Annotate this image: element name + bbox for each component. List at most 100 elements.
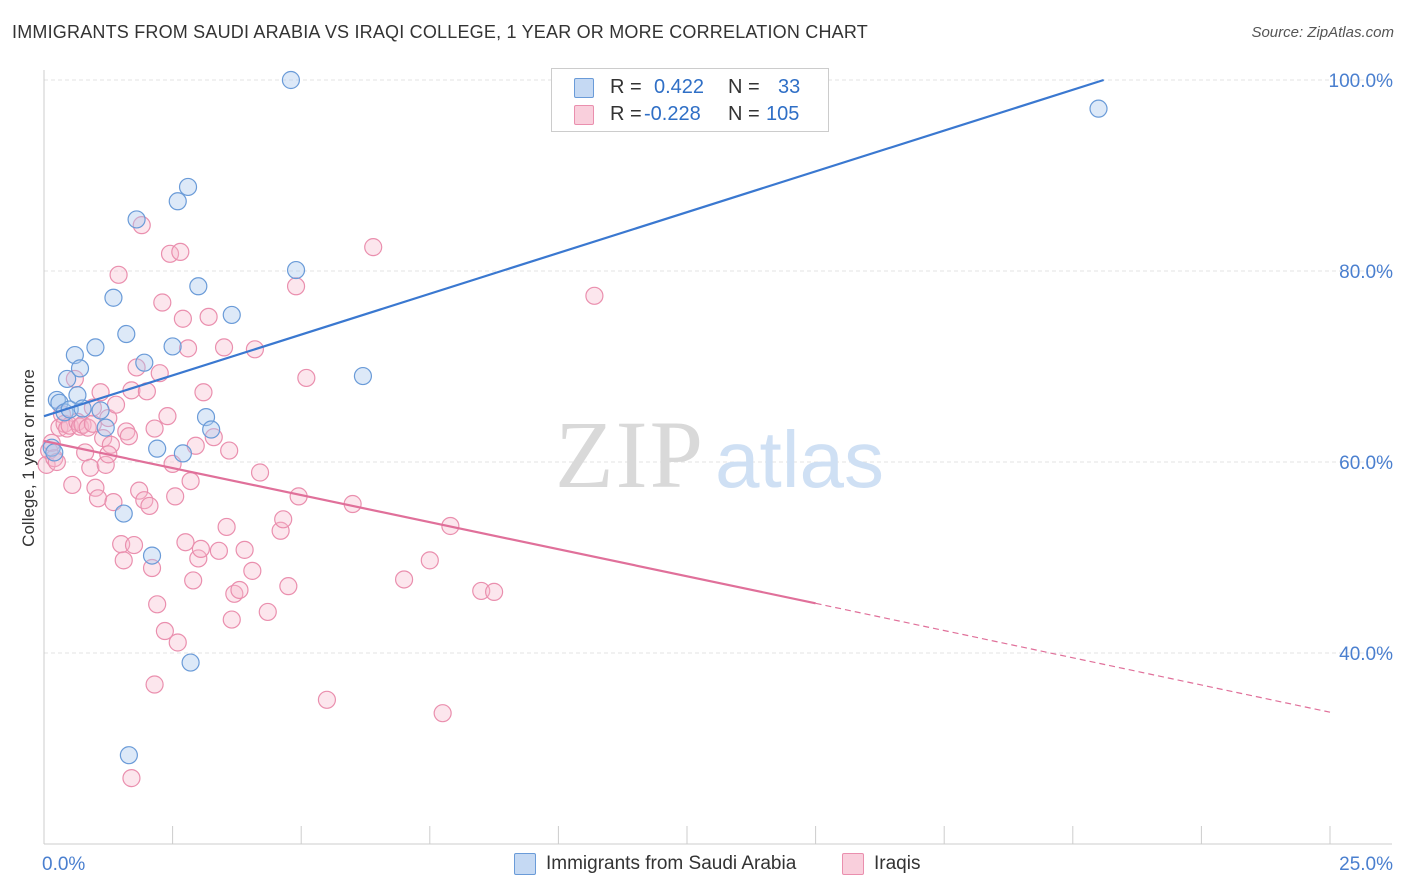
data-point-iraqis <box>76 443 95 462</box>
data-point-saudi-arabia <box>353 366 373 386</box>
data-point-iraqis <box>220 441 239 460</box>
data-point-iraqis <box>124 535 144 555</box>
data-point-iraqis <box>485 582 504 601</box>
data-point-saudi-arabia <box>148 439 167 458</box>
data-point-iraqis <box>88 489 108 508</box>
data-point-iraqis <box>209 541 228 560</box>
data-point-saudi-arabia <box>58 369 77 389</box>
data-point-iraqis <box>106 395 126 414</box>
data-point-saudi-arabia <box>135 353 154 372</box>
data-point-saudi-arabia <box>1089 99 1108 118</box>
data-point-iraqis <box>585 286 604 305</box>
data-point-iraqis <box>122 769 141 788</box>
data-point-saudi-arabia <box>142 546 162 565</box>
trend-line-iraqis <box>43 439 816 605</box>
data-point-iraqis <box>63 475 82 495</box>
data-point-saudi-arabia <box>281 70 301 90</box>
data-point-iraqis <box>119 427 138 446</box>
data-point-saudi-arabia <box>65 345 84 365</box>
legend-swatch-blue <box>514 853 536 875</box>
y-tick-label: 60.0% <box>1339 453 1393 474</box>
legend-n-value: 33 <box>778 76 801 98</box>
data-point-saudi-arabia <box>127 210 146 229</box>
data-point-iraqis <box>286 277 306 296</box>
data-point-iraqis <box>271 521 290 540</box>
data-point-iraqis <box>168 633 187 652</box>
legend-label: Immigrants from Saudi Arabia <box>546 853 797 874</box>
x-tick-label: 25.0% <box>1339 854 1393 875</box>
iraqis-points <box>37 216 604 788</box>
data-point-iraqis <box>250 463 270 482</box>
data-point-iraqis <box>153 293 172 312</box>
data-point-iraqis <box>394 570 414 589</box>
legend-n-value: 105 <box>766 103 800 125</box>
data-point-iraqis <box>173 309 192 328</box>
trend-lines <box>43 78 1331 713</box>
data-point-iraqis <box>140 496 159 516</box>
data-point-saudi-arabia <box>117 324 136 344</box>
data-point-iraqis <box>235 540 254 559</box>
data-point-saudi-arabia <box>68 386 87 405</box>
data-point-saudi-arabia <box>45 443 64 462</box>
data-point-iraqis <box>109 265 128 284</box>
data-point-iraqis <box>181 472 200 491</box>
data-point-iraqis <box>142 558 162 578</box>
data-point-iraqis <box>297 368 316 388</box>
data-point-saudi-arabia <box>173 444 192 463</box>
data-point-iraqis <box>104 493 123 512</box>
data-point-saudi-arabia <box>189 277 208 296</box>
data-point-saudi-arabia <box>70 359 90 378</box>
data-point-iraqis <box>96 455 115 474</box>
data-point-saudi-arabia <box>181 653 200 672</box>
data-point-saudi-arabia <box>286 260 306 280</box>
legend-swatch-blue <box>574 78 594 98</box>
data-point-saudi-arabia <box>96 418 115 437</box>
y-axis-label: College, 1 year or more <box>19 369 38 547</box>
data-point-iraqis <box>279 577 298 596</box>
watermark-zip: ZIP <box>555 401 705 508</box>
data-point-saudi-arabia <box>91 401 110 420</box>
data-point-saudi-arabia <box>60 400 79 419</box>
data-point-saudi-arabia <box>104 288 123 307</box>
data-point-iraqis <box>86 478 105 497</box>
legend-n-label: N = <box>728 103 760 125</box>
data-point-iraqis <box>214 338 234 357</box>
x-tick-label: 0.0% <box>42 854 85 875</box>
data-point-iraqis <box>194 383 213 402</box>
data-point-saudi-arabia <box>119 746 138 765</box>
data-point-iraqis <box>130 481 149 500</box>
data-point-iraqis <box>258 602 277 622</box>
data-point-iraqis <box>148 595 167 614</box>
watermark: ZIP atlas <box>555 401 884 508</box>
tick-labels: 40.0% 60.0% 80.0% 100.0% 0.0% 25.0% <box>42 71 1393 875</box>
legend-n-label: N = <box>728 76 760 98</box>
data-point-iraqis <box>420 551 439 570</box>
legend-r-value: 0.422 <box>654 76 705 98</box>
data-point-saudi-arabia <box>178 177 198 197</box>
trend-line-saudi-arabia <box>43 78 1104 418</box>
source-label: Source: ZipAtlas.com <box>1251 24 1394 41</box>
chart-title: IMMIGRANTS FROM SAUDI ARABIA VS IRAQI CO… <box>12 22 868 42</box>
data-point-iraqis <box>145 675 164 694</box>
data-point-saudi-arabia <box>202 420 221 439</box>
data-point-iraqis <box>166 487 185 506</box>
data-point-iraqis <box>158 407 177 426</box>
data-point-iraqis <box>176 533 195 552</box>
legend-swatch-pink <box>842 853 864 875</box>
data-point-iraqis <box>135 491 154 510</box>
data-point-iraqis <box>145 419 164 438</box>
data-point-iraqis <box>81 458 100 477</box>
data-point-iraqis <box>191 539 210 559</box>
data-point-iraqis <box>171 242 190 261</box>
data-point-iraqis <box>117 422 136 441</box>
data-point-iraqis <box>178 339 198 358</box>
data-point-iraqis <box>274 510 293 529</box>
stats-legend: R = 0.422 N = 33 R = -0.228 N = 105 <box>551 68 829 132</box>
legend-r-label: R = <box>610 103 642 125</box>
trend-line-iraqis-extension <box>815 602 1331 713</box>
data-point-iraqis <box>472 581 491 601</box>
y-tick-label: 100.0% <box>1329 71 1394 92</box>
data-point-saudi-arabia <box>168 192 187 211</box>
data-point-iraqis <box>364 238 383 257</box>
